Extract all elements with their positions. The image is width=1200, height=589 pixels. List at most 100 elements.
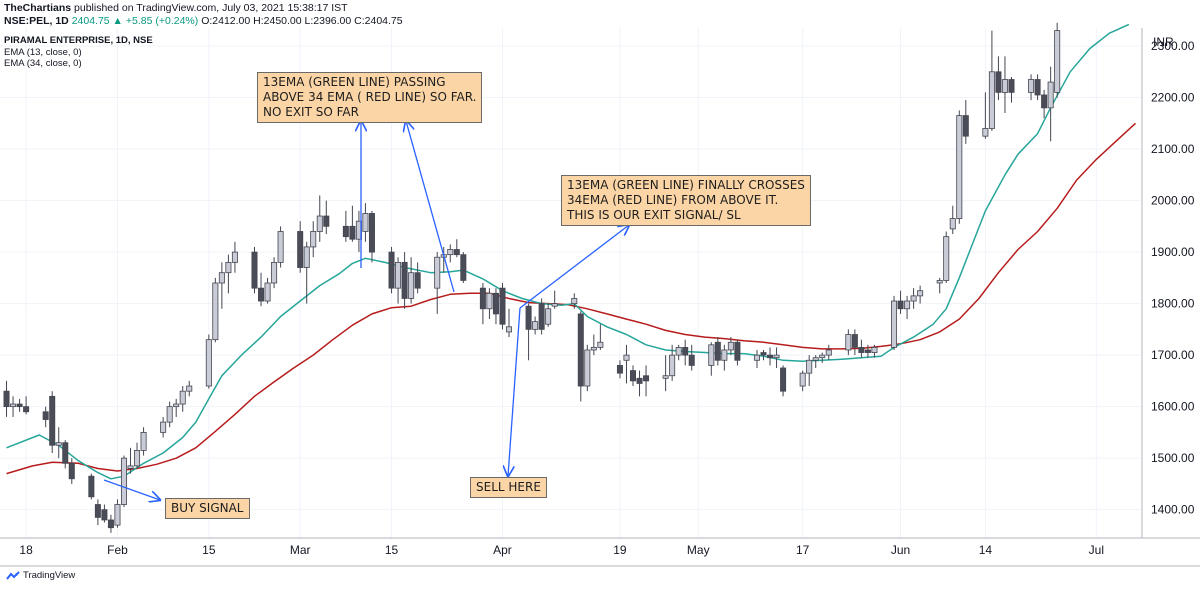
x-tick-label: May xyxy=(687,543,710,557)
candle-up xyxy=(936,280,943,284)
candle-down xyxy=(858,346,865,353)
candle-up xyxy=(773,354,780,359)
candle-up xyxy=(1001,79,1008,93)
candle-up xyxy=(271,261,278,284)
x-tick-label: Mar xyxy=(290,543,311,557)
candle-down xyxy=(349,225,356,240)
footer: TradingView xyxy=(6,570,75,581)
candle-up xyxy=(310,231,317,248)
candle-down xyxy=(643,375,650,382)
candle-down xyxy=(94,504,101,518)
candle-down xyxy=(499,287,506,325)
x-tick-label: 15 xyxy=(385,543,399,557)
candle-up xyxy=(669,354,676,377)
publisher-name: TheChartians xyxy=(4,2,72,14)
candle-up xyxy=(114,504,121,526)
candle-up xyxy=(988,71,995,129)
x-tick-label: 15 xyxy=(202,543,216,557)
y-tick-label: 1900.00 xyxy=(1151,245,1195,259)
legend-ema34[interactable]: EMA (34, close, 0) xyxy=(4,58,82,69)
candle-up xyxy=(160,421,167,433)
candle-up xyxy=(910,295,917,302)
y-tick-label: 1600.00 xyxy=(1151,400,1195,414)
candle-up xyxy=(264,282,271,302)
annotation-arrows xyxy=(103,121,629,500)
candle-up xyxy=(225,261,232,274)
candle-down xyxy=(714,341,721,361)
candle-up xyxy=(362,213,369,232)
candle-up xyxy=(597,341,604,348)
series-title: PIRAMAL ENTERPRISE, 1D, NSE xyxy=(4,35,153,46)
unit-label: INR xyxy=(1153,35,1174,49)
legend-ema13[interactable]: EMA (13, close, 0) xyxy=(4,47,82,58)
candle-down xyxy=(629,370,636,382)
candle-up xyxy=(845,334,852,351)
candle-down xyxy=(49,395,56,446)
candle-up xyxy=(1047,81,1054,109)
candle-up xyxy=(584,349,591,387)
candle-down xyxy=(616,365,623,374)
x-tick-label: Apr xyxy=(493,543,512,557)
candle-up xyxy=(812,357,819,361)
candle-up xyxy=(127,465,134,469)
candle-down xyxy=(42,411,49,420)
candle-down xyxy=(851,334,858,348)
x-tick-label: Feb xyxy=(107,543,128,557)
candle-up xyxy=(186,385,193,392)
note2-line3: THIS IS OUR EXIT SIGNAL/ SL xyxy=(567,208,741,222)
note1-line2: ABOVE 34 EMA ( RED LINE) SO FAR. xyxy=(263,90,477,104)
candle-down xyxy=(23,406,30,413)
candle-down xyxy=(525,305,532,330)
candle-up xyxy=(532,321,539,330)
x-tick-label: Jun xyxy=(891,543,910,557)
y-tick-label: 1700.00 xyxy=(1151,348,1195,362)
note1-line1: 13EMA (GREEN LINE) PASSING xyxy=(263,75,446,89)
candle-up xyxy=(10,403,17,408)
footer-brand[interactable]: TradingView xyxy=(23,570,76,581)
candle-down xyxy=(258,287,265,302)
x-tick-label: 19 xyxy=(613,543,627,557)
candle-up xyxy=(55,442,62,446)
candle-down xyxy=(101,509,108,521)
note1-line3: NO EXIT SO FAR xyxy=(263,105,359,119)
tradingview-logo-icon xyxy=(6,570,20,580)
note2-line1: 13EMA (GREEN LINE) FINALLY CROSSES xyxy=(567,178,805,192)
candle-down xyxy=(414,272,421,289)
note2-line2: 34EMA (RED LINE) FROM ABOVE IT. xyxy=(567,193,779,207)
candle-up xyxy=(447,249,454,256)
candle-up xyxy=(799,372,806,387)
x-tick-label: Jul xyxy=(1089,543,1104,557)
x-tick-label: 14 xyxy=(979,543,993,557)
x-tick-label: 18 xyxy=(19,543,33,557)
candle-down xyxy=(734,341,741,361)
price-axis: 1400.00 1500.00 1600.00 1700.00 1800.00 1900.… xyxy=(1151,39,1195,517)
candle-down xyxy=(962,115,969,137)
candle-down xyxy=(460,254,467,281)
candle-up xyxy=(917,290,924,297)
candle-down xyxy=(68,462,75,480)
candle-up xyxy=(891,300,898,348)
candle-up xyxy=(486,292,493,310)
candle-up xyxy=(179,390,186,405)
y-tick-label: 1500.00 xyxy=(1151,451,1195,465)
candle-down xyxy=(107,519,114,529)
candle-down xyxy=(636,377,643,384)
candle-down xyxy=(479,287,486,310)
candle-down xyxy=(492,292,499,315)
candle-up xyxy=(662,375,669,379)
annotation-sell-here: SELL HERE xyxy=(470,477,547,498)
candle-up xyxy=(506,326,513,333)
time-axis: 18 Feb 15 Mar 15 Apr 19 May 17 Jun 14 Jul xyxy=(19,543,1104,557)
y-tick-label: 2000.00 xyxy=(1151,194,1195,208)
candle-down xyxy=(577,313,584,387)
candle-up xyxy=(675,346,682,356)
grid xyxy=(0,28,1142,538)
candle-down xyxy=(538,303,545,330)
candle-up xyxy=(434,256,441,289)
y-tick-label: 1400.00 xyxy=(1151,503,1195,517)
candle-down xyxy=(767,354,774,359)
candle-up xyxy=(120,457,127,505)
candle-up xyxy=(753,354,760,361)
candle-down xyxy=(3,390,10,408)
